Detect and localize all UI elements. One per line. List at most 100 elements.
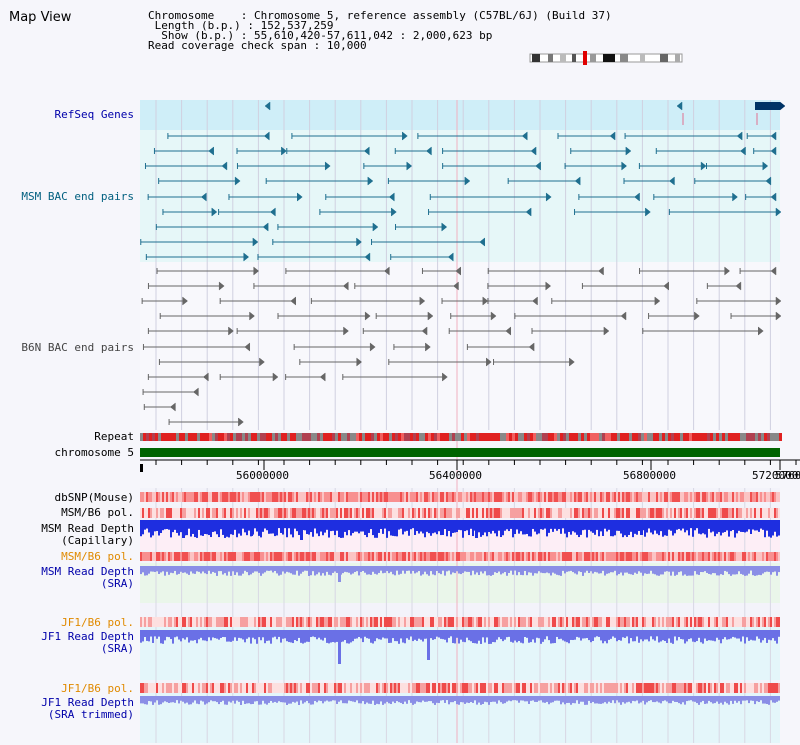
jf1-pol-bin bbox=[242, 617, 244, 627]
track-label-refseq[interactable]: RefSeq Genes bbox=[54, 108, 134, 121]
jf1-sra-depth-bin bbox=[710, 630, 712, 641]
dbsnp-bin bbox=[170, 492, 172, 502]
repeat-segment bbox=[164, 433, 167, 441]
gene-block bbox=[755, 102, 780, 110]
dbsnp-bin bbox=[454, 492, 456, 502]
jf1-trim-depth-bin bbox=[428, 696, 430, 702]
jf1-trim-depth-bin bbox=[728, 696, 730, 705]
track-label-msm-bac[interactable]: MSM BAC end pairs bbox=[21, 190, 134, 203]
jf1-sra-depth-bin bbox=[632, 630, 634, 642]
msm-pol-bin bbox=[340, 508, 342, 518]
b6n-bac-pair-arrow bbox=[238, 417, 244, 427]
msm-sra-depth-bin bbox=[682, 566, 684, 576]
jf1-pol-2-bin bbox=[220, 683, 222, 693]
jf1-pol-2-bin bbox=[428, 683, 430, 693]
msm-pol-bin bbox=[776, 508, 778, 518]
msm-pol-2-bin bbox=[682, 552, 684, 561]
jf1-sra-depth-bin bbox=[360, 630, 362, 639]
msm-pol-bin bbox=[770, 508, 772, 518]
repeat-segment bbox=[683, 433, 686, 441]
jf1-pol-bin bbox=[546, 617, 548, 627]
jf1-trim-depth-bin bbox=[680, 696, 682, 705]
jf1-pol-bin bbox=[728, 617, 730, 627]
jf1-trim-depth-bin bbox=[184, 696, 186, 704]
jf1-pol-bin bbox=[608, 617, 610, 627]
msm-sra-depth-bin bbox=[606, 566, 608, 574]
b6n-bac-pair-arrow bbox=[770, 266, 777, 276]
dbsnp-bin bbox=[232, 492, 234, 502]
track-label-b6n-bac[interactable]: B6N BAC end pairs bbox=[21, 341, 134, 354]
msm-sra-depth-bin bbox=[154, 566, 156, 572]
msm-pol-2-bin bbox=[326, 552, 328, 561]
repeat-segment bbox=[143, 433, 146, 441]
msm-pol-bin bbox=[156, 508, 158, 518]
chromosome-ideogram[interactable] bbox=[529, 51, 683, 65]
dbsnp-bin bbox=[512, 492, 514, 502]
dbsnp-bin bbox=[352, 492, 354, 502]
dbsnp-bin bbox=[270, 492, 272, 502]
msm-cap-depth-bin bbox=[454, 520, 456, 533]
msm-pol-2-bin bbox=[672, 552, 674, 561]
jf1-pol-bin bbox=[216, 617, 218, 627]
jf1-pol-bin bbox=[414, 617, 416, 627]
jf1-sra-depth-bin bbox=[260, 630, 262, 641]
msm-cap-depth-bin bbox=[520, 520, 522, 532]
jf1-pol-bin bbox=[396, 617, 398, 627]
jf1-sra-depth-bin bbox=[402, 630, 404, 643]
jf1-pol-bin bbox=[502, 617, 504, 627]
msm-sra-depth-bin bbox=[492, 566, 494, 575]
msm-sra-depth-bin bbox=[216, 566, 218, 576]
msm-sra-depth-bin bbox=[370, 566, 372, 575]
dbsnp-bin bbox=[638, 492, 640, 502]
msm-sra-depth-bin bbox=[736, 566, 738, 575]
jf1-pol-bin bbox=[560, 617, 562, 627]
jf1-trim-depth-bin bbox=[624, 696, 626, 704]
msm-pol-bin bbox=[710, 508, 712, 518]
msm-cap-depth-bin bbox=[772, 520, 774, 536]
msm-pol-bin bbox=[388, 508, 390, 518]
jf1-sra-depth-bin bbox=[722, 630, 724, 640]
msm-pol-2-bin bbox=[156, 552, 158, 561]
msm-sra-depth-bin bbox=[752, 566, 754, 576]
msm-sra-depth-bin bbox=[362, 566, 364, 571]
repeat-segment bbox=[650, 433, 653, 441]
msm-bac-features[interactable] bbox=[140, 131, 782, 262]
msm-pol-2-bin bbox=[542, 552, 544, 561]
msm-sra-depth-bin bbox=[342, 566, 344, 574]
jf1-pol-2-bin bbox=[176, 683, 178, 693]
msm-pol-2-bin bbox=[202, 552, 204, 561]
jf1-pol-2-bin bbox=[298, 683, 300, 693]
msm-pol-bin bbox=[320, 508, 322, 518]
msm-pol-bin bbox=[532, 508, 534, 518]
refseq-gene-features[interactable] bbox=[264, 101, 786, 125]
msm-pol-2-bin bbox=[160, 552, 162, 561]
jf1-sra-depth-bin bbox=[344, 630, 346, 641]
msm-pol-2-bin bbox=[590, 552, 592, 561]
msm-sra-depth-bin bbox=[754, 566, 756, 576]
repeat-segment bbox=[473, 433, 476, 441]
jf1-pol-bin bbox=[638, 617, 640, 627]
jf1-pol-2-bin bbox=[520, 683, 522, 693]
jf1-sra-depth-bin bbox=[620, 630, 622, 641]
jf1-trim-depth-bin bbox=[740, 696, 742, 705]
msm-pol-bin bbox=[722, 508, 724, 518]
repeat-segment bbox=[671, 433, 674, 441]
dbsnp-bin bbox=[174, 492, 176, 502]
b6n-bac-features[interactable] bbox=[141, 266, 782, 427]
msm-sra-depth-bin bbox=[230, 566, 232, 576]
msm-sra-depth-bin bbox=[702, 566, 704, 573]
dbsnp-bin bbox=[776, 492, 778, 502]
msm-pol-bin bbox=[760, 508, 762, 518]
dbsnp-bin bbox=[394, 492, 396, 502]
msm-pol-2-bin bbox=[746, 552, 748, 561]
jf1-sra-depth-bin bbox=[542, 630, 544, 642]
dbsnp-bin bbox=[210, 492, 212, 502]
jf1-sra-depth-bin bbox=[288, 630, 290, 643]
msm-cap-depth-bin bbox=[258, 520, 260, 536]
jf1-pol-2-bin bbox=[738, 683, 740, 693]
jf1-pol-bin bbox=[474, 617, 476, 627]
msm-pol-bin bbox=[454, 508, 456, 518]
jf1-trim-depth-bin bbox=[326, 696, 328, 701]
msm-sra-depth-bin bbox=[330, 566, 332, 576]
